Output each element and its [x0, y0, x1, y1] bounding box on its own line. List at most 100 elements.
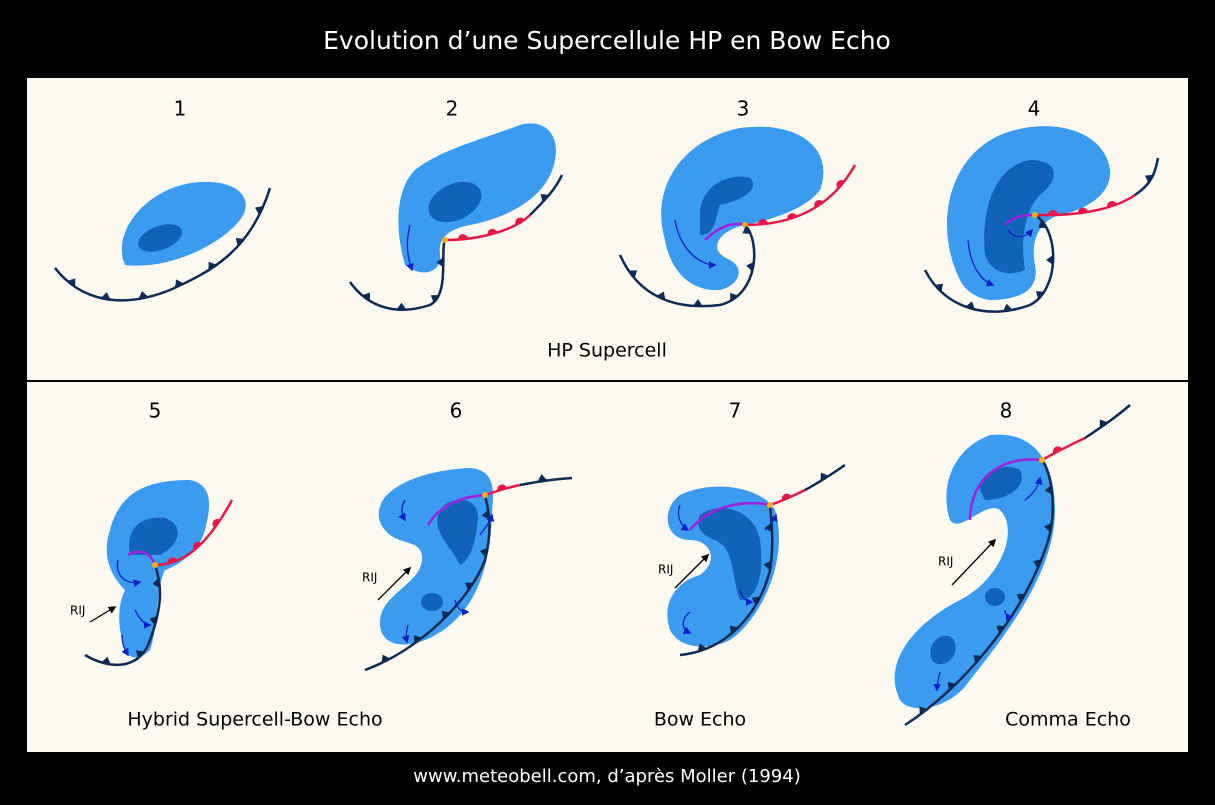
- warm-front: [154, 499, 234, 567]
- front-triangle: [67, 278, 76, 288]
- rij-arrow: [89, 606, 117, 623]
- stage-8: [894, 404, 1131, 727]
- front-triangle: [996, 625, 1006, 634]
- rij-label: RIJ: [658, 563, 673, 577]
- front-triangle: [746, 261, 755, 272]
- cold-front: [904, 459, 1054, 727]
- flow-arrow: [682, 611, 692, 634]
- stage-number: 4: [1028, 97, 1041, 121]
- stage-number: 8: [1000, 399, 1013, 423]
- warm-front: [1034, 193, 1136, 217]
- front-triangle: [1016, 593, 1026, 603]
- flow-arrow: [116, 559, 142, 588]
- gust-line: [968, 458, 1043, 521]
- front-semicircle: [167, 557, 178, 564]
- stage-2: [348, 123, 564, 311]
- flow-arrow: [134, 609, 152, 629]
- front-triangle: [1033, 559, 1042, 569]
- core: [985, 588, 1005, 606]
- rij-label: RIJ: [362, 571, 377, 585]
- labels: 1 2 3 4 5 6 7 8 RIJ RIJ RIJ RIJ HP Super…: [70, 97, 1131, 788]
- front-triangle: [436, 257, 444, 268]
- front-semicircle: [836, 179, 845, 189]
- triple-point: [152, 562, 158, 568]
- cold-front: [364, 494, 491, 672]
- front-triangle: [540, 193, 550, 203]
- front-triangle: [396, 302, 407, 310]
- front-semicircle: [1077, 207, 1088, 214]
- echo: [106, 480, 210, 658]
- echo: [661, 126, 824, 291]
- rij-arrow: [674, 553, 710, 589]
- footer: www.meteobell.com, d’après Moller (1994): [413, 766, 800, 787]
- front-semicircle: [457, 234, 468, 240]
- front-semicircle: [1052, 446, 1063, 454]
- core: [129, 517, 178, 555]
- triple-point: [742, 222, 748, 228]
- triple-point: [1032, 212, 1038, 218]
- front-triangle: [1002, 303, 1013, 312]
- flow-arrow: [121, 634, 129, 657]
- caption: Comma Echo: [1005, 709, 1131, 731]
- flow-arrow: [933, 671, 941, 692]
- front-triangle: [100, 292, 111, 300]
- stage-7: [667, 463, 846, 657]
- stage-number: 7: [729, 399, 742, 423]
- rij-arrow: [377, 566, 412, 601]
- flow-arrow: [677, 504, 690, 531]
- front-triangle: [1099, 419, 1108, 429]
- core: [428, 181, 482, 223]
- gust-line: [127, 550, 157, 566]
- gust-line: [689, 502, 771, 531]
- front-triangle: [149, 615, 158, 626]
- core: [437, 499, 479, 565]
- flow-arrow: [967, 239, 995, 287]
- flow-arrow: [398, 499, 406, 522]
- stage-5: [84, 480, 234, 667]
- front-semicircle: [487, 228, 498, 236]
- flow-arrow: [406, 224, 414, 272]
- front-triangle: [1046, 255, 1054, 266]
- front-triangle: [413, 635, 423, 644]
- front-triangle: [934, 283, 944, 293]
- front-triangle: [430, 294, 440, 304]
- front-semicircle: [814, 200, 824, 208]
- front-triangle: [465, 582, 474, 591]
- triple-point: [767, 502, 773, 508]
- flow-arrow: [739, 589, 754, 606]
- front-triangle: [947, 682, 957, 691]
- rij-label: RIJ: [70, 604, 85, 618]
- front-triangle: [152, 577, 161, 588]
- front-semicircle: [757, 219, 768, 225]
- cold-front: [923, 213, 1055, 313]
- stage-number: 2: [446, 97, 459, 121]
- front-triangle: [537, 474, 548, 482]
- rij-arrow: [951, 538, 997, 586]
- front-triangle: [973, 655, 982, 664]
- front-triangle: [208, 261, 217, 271]
- cold-front: [618, 224, 756, 308]
- front-triangle: [254, 206, 264, 216]
- stage-number: 5: [149, 399, 162, 423]
- front-triangle: [138, 291, 149, 300]
- core: [700, 176, 754, 235]
- front-semicircle: [212, 518, 221, 528]
- core: [930, 635, 956, 665]
- title: Evolution d’une Supercellule HP en Bow E…: [323, 26, 891, 55]
- flow-arrow: [1024, 476, 1043, 501]
- flow-arrow: [1004, 609, 1014, 621]
- front-triangle: [697, 643, 707, 652]
- echo: [894, 434, 1055, 709]
- stage-number: 6: [450, 399, 463, 423]
- front-triangle: [742, 225, 752, 234]
- stage-4: [923, 126, 1160, 313]
- front-triangle: [628, 270, 638, 279]
- front-triangle: [1038, 219, 1047, 228]
- gust-line: [426, 493, 486, 526]
- stage-3: [618, 126, 857, 308]
- front-triangle: [764, 522, 773, 533]
- front-triangle: [174, 279, 184, 288]
- front-triangle: [751, 596, 761, 606]
- front-triangle: [965, 301, 975, 310]
- flow-arrow: [674, 219, 717, 269]
